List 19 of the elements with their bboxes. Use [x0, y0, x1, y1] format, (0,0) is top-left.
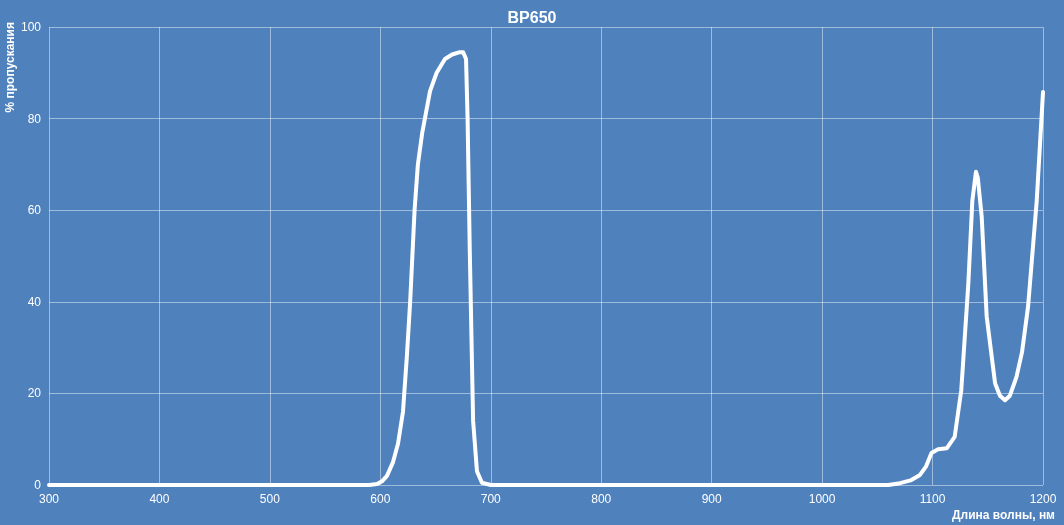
x-tick-label: 400 [149, 492, 170, 506]
x-tick-label: 600 [370, 492, 391, 506]
y-tick-label: 40 [27, 294, 42, 309]
x-tick-label: 300 [38, 492, 60, 506]
x-axis-title: Длина волны, нм [952, 508, 1056, 522]
x-tick-label: 800 [591, 492, 612, 506]
x-tick-label: 1200 [1029, 492, 1057, 506]
y-tick-label: 100 [20, 20, 42, 34]
y-tick-label: 0 [34, 478, 42, 492]
y-tick-label: 20 [27, 386, 42, 401]
x-tick-label: 1100 [919, 492, 946, 506]
y-axis-title: % пропускания [3, 22, 17, 113]
x-tick-label: 700 [480, 492, 502, 506]
y-tick-label: 80 [27, 111, 42, 126]
chart-title: BP650 [507, 8, 557, 26]
x-tick-label: 1000 [808, 492, 836, 506]
x-tick-label: 900 [701, 492, 722, 506]
y-tick-label: 60 [27, 203, 42, 218]
x-tick-label: 500 [259, 492, 281, 506]
